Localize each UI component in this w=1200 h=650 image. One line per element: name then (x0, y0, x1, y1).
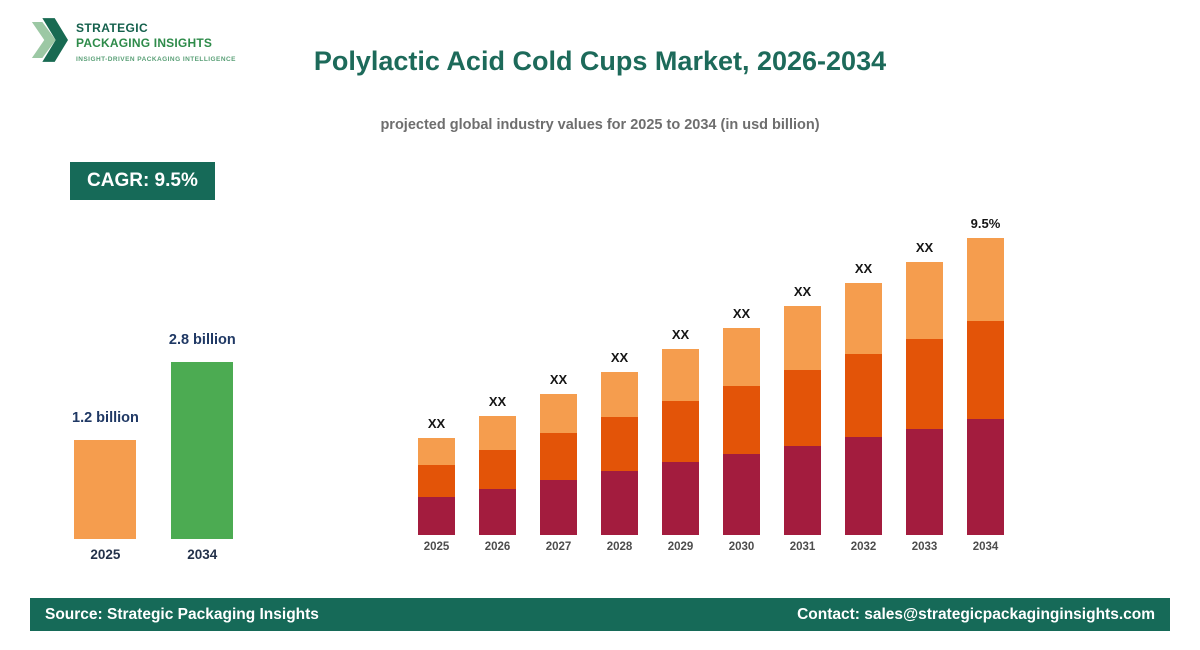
bar-segment-bottom (723, 454, 760, 535)
bar-segment-middle (845, 354, 882, 437)
stacked-bar-group: XX 2028 (601, 350, 638, 553)
brand-logo: STRATEGIC PACKAGING INSIGHTS INSIGHT-DRI… (30, 14, 236, 66)
footer-source: Source: Strategic Packaging Insights (45, 605, 319, 623)
mini-bar-group: 1.2 billion 2025 (72, 410, 139, 562)
stacked-bar-group: 9.5% 2034 (967, 216, 1004, 553)
main-chart: XX 2025 XX 2026 XX 2027 XX 2028 XX 2029 XX 2030 XX 20… (418, 216, 1004, 553)
bar-segment-middle (540, 433, 577, 480)
bar-segment-top (479, 416, 516, 450)
mini-bar-year-label: 2034 (187, 547, 218, 562)
bar-value-label: XX (488, 394, 507, 409)
stacked-bar-group: XX 2033 (906, 240, 943, 553)
bar-value-label: XX (549, 372, 568, 387)
bar-year-label: 2027 (545, 541, 572, 553)
bar-segment-middle (479, 450, 516, 489)
bar-value-label: 9.5% (970, 216, 1001, 231)
bar-stack (967, 238, 1004, 535)
stacked-bar-group: XX 2026 (479, 394, 516, 553)
mini-bar-value-label: 1.2 billion (72, 410, 139, 426)
bar-year-label: 2034 (972, 541, 999, 553)
bar-stack (906, 262, 943, 535)
mini-bar (74, 440, 137, 539)
bar-year-label: 2032 (850, 541, 877, 553)
logo-line1: STRATEGIC (76, 21, 149, 35)
bar-stack (845, 283, 882, 535)
bar-stack (540, 394, 577, 535)
footer-bar: Source: Strategic Packaging Insights Con… (30, 598, 1170, 631)
bar-segment-top (906, 262, 943, 339)
bar-segment-middle (784, 370, 821, 446)
bar-value-label: XX (732, 306, 751, 321)
stacked-bar-group: XX 2031 (784, 284, 821, 553)
bar-segment-top (845, 283, 882, 354)
bar-year-label: 2031 (789, 541, 816, 553)
bar-segment-bottom (601, 471, 638, 535)
stacked-bar-group: XX 2032 (845, 261, 882, 553)
bar-segment-top (662, 349, 699, 401)
bar-stack (418, 438, 455, 535)
bar-segment-top (601, 372, 638, 417)
bar-segment-top (540, 394, 577, 433)
bar-value-label: XX (915, 240, 934, 255)
bar-year-label: 2025 (423, 541, 450, 553)
bar-value-label: XX (427, 416, 446, 431)
logo-chevron-icon (31, 18, 68, 62)
bar-stack (601, 372, 638, 535)
mini-bar-value-label: 2.8 billion (168, 332, 236, 348)
bar-segment-top (723, 328, 760, 386)
mini-bar (171, 362, 234, 539)
bar-value-label: XX (854, 261, 873, 276)
stacked-bar-group: XX 2027 (540, 372, 577, 553)
mini-bar-group: 2.8 billion 2034 (169, 332, 236, 562)
bar-segment-top (967, 238, 1004, 321)
bar-year-label: 2030 (728, 541, 755, 553)
bar-stack (723, 328, 760, 535)
bar-segment-bottom (845, 437, 882, 535)
bar-segment-bottom (662, 462, 699, 535)
bar-year-label: 2033 (911, 541, 938, 553)
bar-segment-middle (967, 321, 1004, 419)
bar-segment-middle (906, 339, 943, 429)
mini-bar-year-label: 2025 (90, 547, 121, 562)
stacked-bar-group: XX 2030 (723, 306, 760, 553)
bar-segment-top (784, 306, 821, 370)
bar-year-label: 2029 (667, 541, 694, 553)
bar-segment-middle (601, 417, 638, 471)
bar-year-label: 2028 (606, 541, 633, 553)
bar-segment-top (418, 438, 455, 465)
bar-segment-middle (723, 386, 760, 454)
bar-segment-middle (662, 401, 699, 462)
logo-line2: PACKAGING INSIGHTS (76, 36, 213, 50)
logo-tagline: INSIGHT-DRIVEN PACKAGING INTELLIGENCE (76, 56, 236, 63)
bar-segment-bottom (784, 446, 821, 535)
logo-text: STRATEGIC PACKAGING INSIGHTS INSIGHT-DRI… (76, 14, 236, 63)
bar-value-label: XX (671, 327, 690, 342)
bar-segment-bottom (906, 429, 943, 535)
bar-segment-middle (418, 465, 455, 497)
bar-segment-bottom (479, 489, 516, 535)
bar-year-label: 2026 (484, 541, 511, 553)
stacked-bar-group: XX 2029 (662, 327, 699, 553)
cagr-badge: CAGR: 9.5% (70, 162, 215, 200)
bar-stack (479, 416, 516, 535)
stacked-bar-group: XX 2025 (418, 416, 455, 553)
bar-stack (662, 349, 699, 535)
bar-segment-bottom (540, 480, 577, 535)
bar-stack (784, 306, 821, 535)
page-title: Polylactic Acid Cold Cups Market, 2026-2… (313, 46, 887, 76)
footer-contact: Contact: sales@strategicpackaginginsight… (797, 605, 1155, 623)
bar-segment-bottom (967, 419, 1004, 535)
bar-segment-bottom (418, 497, 455, 535)
mini-chart: 1.2 billion 2025 2.8 billion 2034 (72, 332, 236, 562)
bar-value-label: XX (793, 284, 812, 299)
page-subtitle: projected global industry values for 202… (380, 117, 820, 133)
bar-value-label: XX (610, 350, 629, 365)
